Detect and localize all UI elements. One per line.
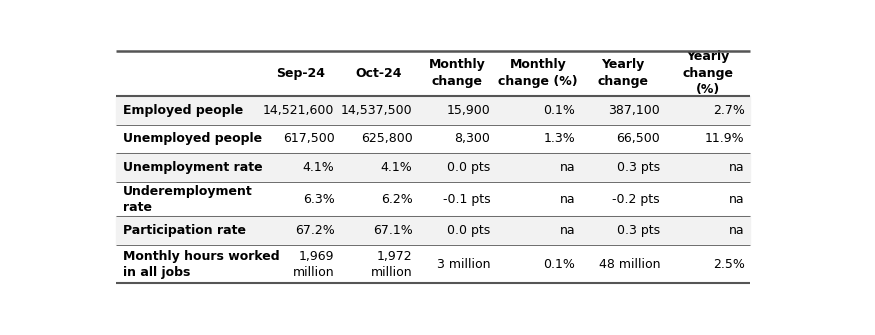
Text: 625,800: 625,800 [360, 133, 412, 145]
Text: na: na [729, 161, 745, 175]
Text: 0.3 pts: 0.3 pts [617, 161, 660, 175]
Text: Monthly hours worked
in all jobs: Monthly hours worked in all jobs [123, 250, 280, 279]
Text: Unemployed people: Unemployed people [123, 133, 262, 145]
Text: 6.3%: 6.3% [303, 193, 334, 206]
Bar [116, 125, 750, 153]
Bar [116, 96, 750, 125]
Text: na: na [729, 193, 745, 206]
Text: 11.9%: 11.9% [705, 133, 745, 145]
Text: 0.1%: 0.1% [543, 258, 575, 271]
Text: Sep-24: Sep-24 [276, 67, 326, 80]
Text: 3 million: 3 million [437, 258, 491, 271]
Text: 0.0 pts: 0.0 pts [447, 161, 491, 175]
Text: 14,521,600: 14,521,600 [263, 104, 334, 117]
Text: na: na [729, 224, 745, 237]
Text: 6.2%: 6.2% [381, 193, 412, 206]
Text: na: na [560, 224, 575, 237]
Text: Oct-24: Oct-24 [355, 67, 402, 80]
Text: -0.2 pts: -0.2 pts [612, 193, 660, 206]
Text: 0.3 pts: 0.3 pts [617, 224, 660, 237]
Text: 4.1%: 4.1% [381, 161, 412, 175]
Text: 387,100: 387,100 [608, 104, 660, 117]
Text: Monthly
change: Monthly change [429, 58, 486, 88]
Text: 66,500: 66,500 [616, 133, 660, 145]
Text: Underemployment
rate: Underemployment rate [123, 185, 253, 214]
Text: na: na [560, 161, 575, 175]
Text: Participation rate: Participation rate [123, 224, 246, 237]
Text: 67.1%: 67.1% [373, 224, 412, 237]
Text: 67.2%: 67.2% [295, 224, 334, 237]
Text: 8,300: 8,300 [455, 133, 491, 145]
Text: Employed people: Employed people [123, 104, 243, 117]
Bar [116, 216, 750, 245]
Text: Unemployment rate: Unemployment rate [123, 161, 262, 175]
Bar [116, 182, 750, 216]
Text: -0.1 pts: -0.1 pts [443, 193, 491, 206]
Text: 617,500: 617,500 [283, 133, 334, 145]
Text: 1.3%: 1.3% [543, 133, 575, 145]
Text: 2.7%: 2.7% [713, 104, 745, 117]
Text: 0.0 pts: 0.0 pts [447, 224, 491, 237]
Text: 0.1%: 0.1% [543, 104, 575, 117]
Text: Yearly
change
(%): Yearly change (%) [682, 50, 733, 96]
Text: 1,972
million: 1,972 million [371, 250, 412, 279]
Bar [116, 245, 750, 283]
Text: 2.5%: 2.5% [713, 258, 745, 271]
Text: na: na [560, 193, 575, 206]
Text: Monthly
change (%): Monthly change (%) [499, 58, 578, 88]
Text: 14,537,500: 14,537,500 [341, 104, 412, 117]
Bar [116, 153, 750, 182]
Text: 48 million: 48 million [598, 258, 660, 271]
Text: Yearly
change: Yearly change [598, 58, 648, 88]
Text: 15,900: 15,900 [447, 104, 491, 117]
Text: 4.1%: 4.1% [303, 161, 334, 175]
Text: 1,969
million: 1,969 million [293, 250, 334, 279]
